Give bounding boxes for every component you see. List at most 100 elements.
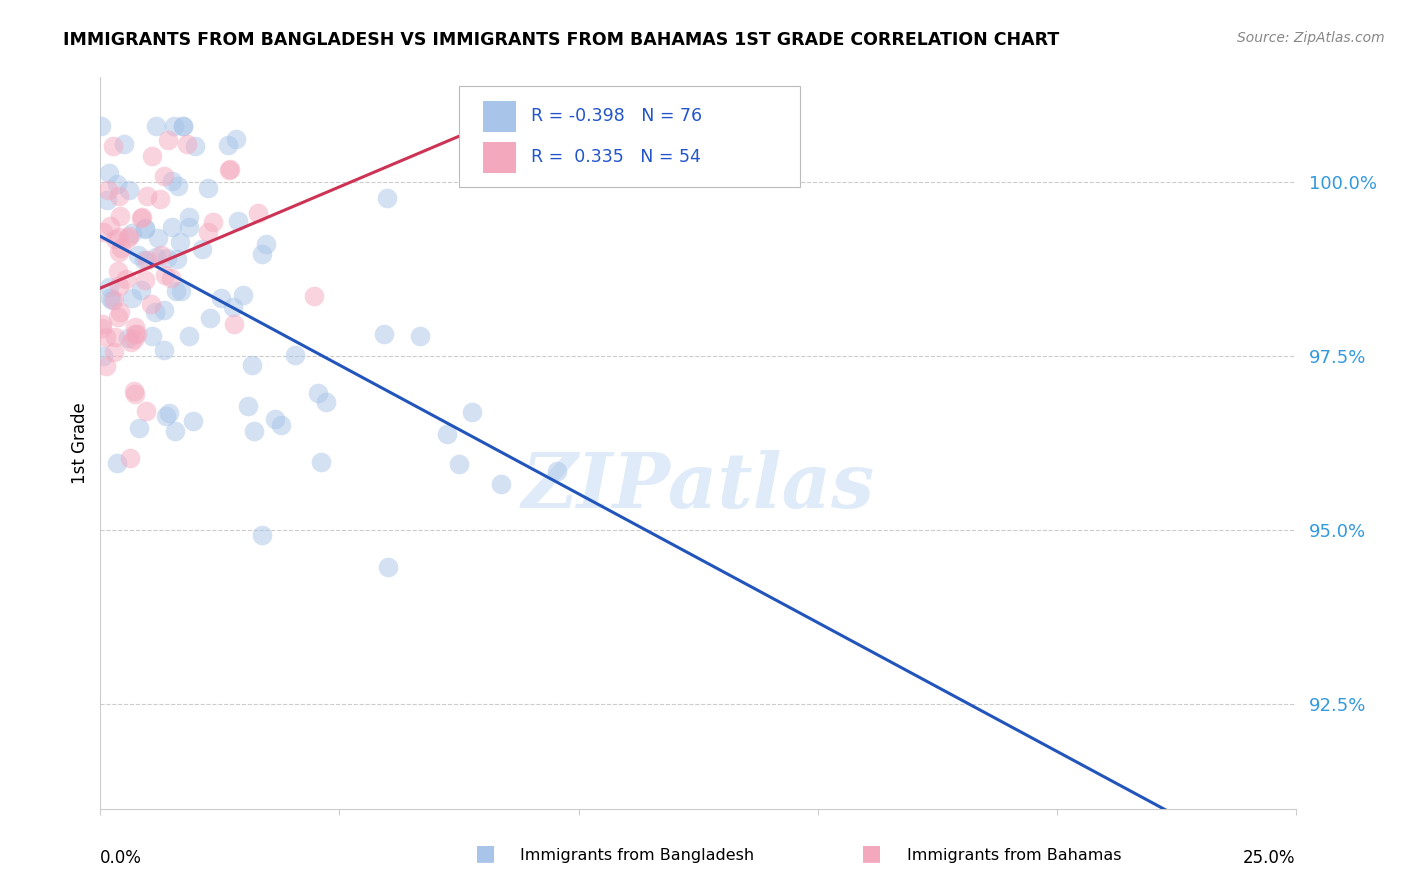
Point: [98, 291, 121, 305]
Point: [125, 327, 148, 342]
Point: [177, 219, 200, 234]
Point: [97, 183, 120, 197]
Point: [163, 119, 186, 133]
Point: [304, 289, 326, 303]
Point: [124, 326, 146, 341]
Point: [489, 476, 512, 491]
Point: [284, 348, 307, 362]
Point: [93, 349, 115, 363]
Text: ■: ■: [862, 844, 882, 863]
Point: [117, 228, 139, 243]
Point: [134, 221, 156, 235]
Point: [108, 189, 131, 203]
Text: IMMIGRANTS FROM BANGLADESH VS IMMIGRANTS FROM BAHAMAS 1ST GRADE CORRELATION CHAR: IMMIGRANTS FROM BANGLADESH VS IMMIGRANTS…: [63, 31, 1060, 49]
Point: [134, 273, 156, 287]
Point: [129, 283, 152, 297]
Point: [225, 132, 247, 146]
Point: [108, 230, 131, 244]
Point: [105, 456, 128, 470]
Text: R =  0.335   N = 54: R = 0.335 N = 54: [530, 148, 700, 166]
Point: [128, 421, 150, 435]
Point: [98, 279, 121, 293]
Point: [96, 193, 118, 207]
Point: [108, 304, 131, 318]
Point: [94, 359, 117, 373]
Point: [124, 386, 146, 401]
Point: [103, 344, 125, 359]
Point: [169, 235, 191, 250]
Point: [122, 332, 145, 346]
Point: [375, 191, 398, 205]
Point: [546, 464, 568, 478]
Point: [166, 252, 188, 267]
Point: [377, 560, 399, 574]
Text: 0.0%: 0.0%: [100, 849, 142, 867]
Point: [94, 330, 117, 344]
Point: [145, 250, 167, 264]
Point: [134, 222, 156, 236]
Point: [226, 213, 249, 227]
Text: 25.0%: 25.0%: [1243, 849, 1296, 867]
Point: [104, 232, 127, 246]
Point: [110, 242, 132, 256]
Point: [131, 210, 153, 224]
Point: [157, 133, 180, 147]
Point: [197, 181, 219, 195]
Point: [90, 119, 112, 133]
Point: [104, 330, 127, 344]
Point: [264, 412, 287, 426]
Point: [191, 243, 214, 257]
Point: [136, 189, 159, 203]
Point: [162, 174, 184, 188]
Point: [165, 284, 187, 298]
Point: [146, 231, 169, 245]
Point: [120, 334, 142, 349]
Point: [108, 209, 131, 223]
Text: ZIPatlas: ZIPatlas: [522, 450, 875, 524]
Point: [103, 293, 125, 308]
Text: Immigrants from Bangladesh: Immigrants from Bangladesh: [520, 848, 755, 863]
Point: [254, 236, 277, 251]
Point: [127, 248, 149, 262]
Point: [98, 219, 121, 234]
Point: [307, 386, 329, 401]
Point: [112, 136, 135, 151]
Point: [219, 161, 242, 176]
Point: [236, 399, 259, 413]
Point: [153, 169, 176, 183]
Point: [209, 291, 232, 305]
Text: Source: ZipAtlas.com: Source: ZipAtlas.com: [1237, 31, 1385, 45]
Point: [117, 231, 139, 245]
Point: [149, 192, 172, 206]
Point: [172, 119, 194, 133]
Point: [250, 247, 273, 261]
Point: [221, 300, 243, 314]
Text: ■: ■: [475, 844, 495, 863]
Point: [155, 409, 177, 423]
Point: [93, 225, 115, 239]
Point: [135, 403, 157, 417]
Y-axis label: 1st Grade: 1st Grade: [72, 402, 89, 484]
Point: [121, 291, 143, 305]
Point: [108, 245, 131, 260]
Point: [150, 248, 173, 262]
Bar: [482, 101, 516, 132]
Point: [115, 271, 138, 285]
Point: [184, 138, 207, 153]
Point: [91, 317, 114, 331]
Point: [247, 206, 270, 220]
Point: [243, 425, 266, 439]
Point: [153, 343, 176, 357]
Point: [107, 310, 129, 324]
Point: [124, 320, 146, 334]
Point: [97, 166, 120, 180]
Point: [108, 279, 131, 293]
Point: [436, 426, 458, 441]
Point: [181, 414, 204, 428]
Point: [240, 358, 263, 372]
Point: [179, 210, 201, 224]
Point: [172, 119, 194, 133]
Point: [131, 211, 153, 225]
Point: [270, 417, 292, 432]
FancyBboxPatch shape: [458, 87, 800, 187]
